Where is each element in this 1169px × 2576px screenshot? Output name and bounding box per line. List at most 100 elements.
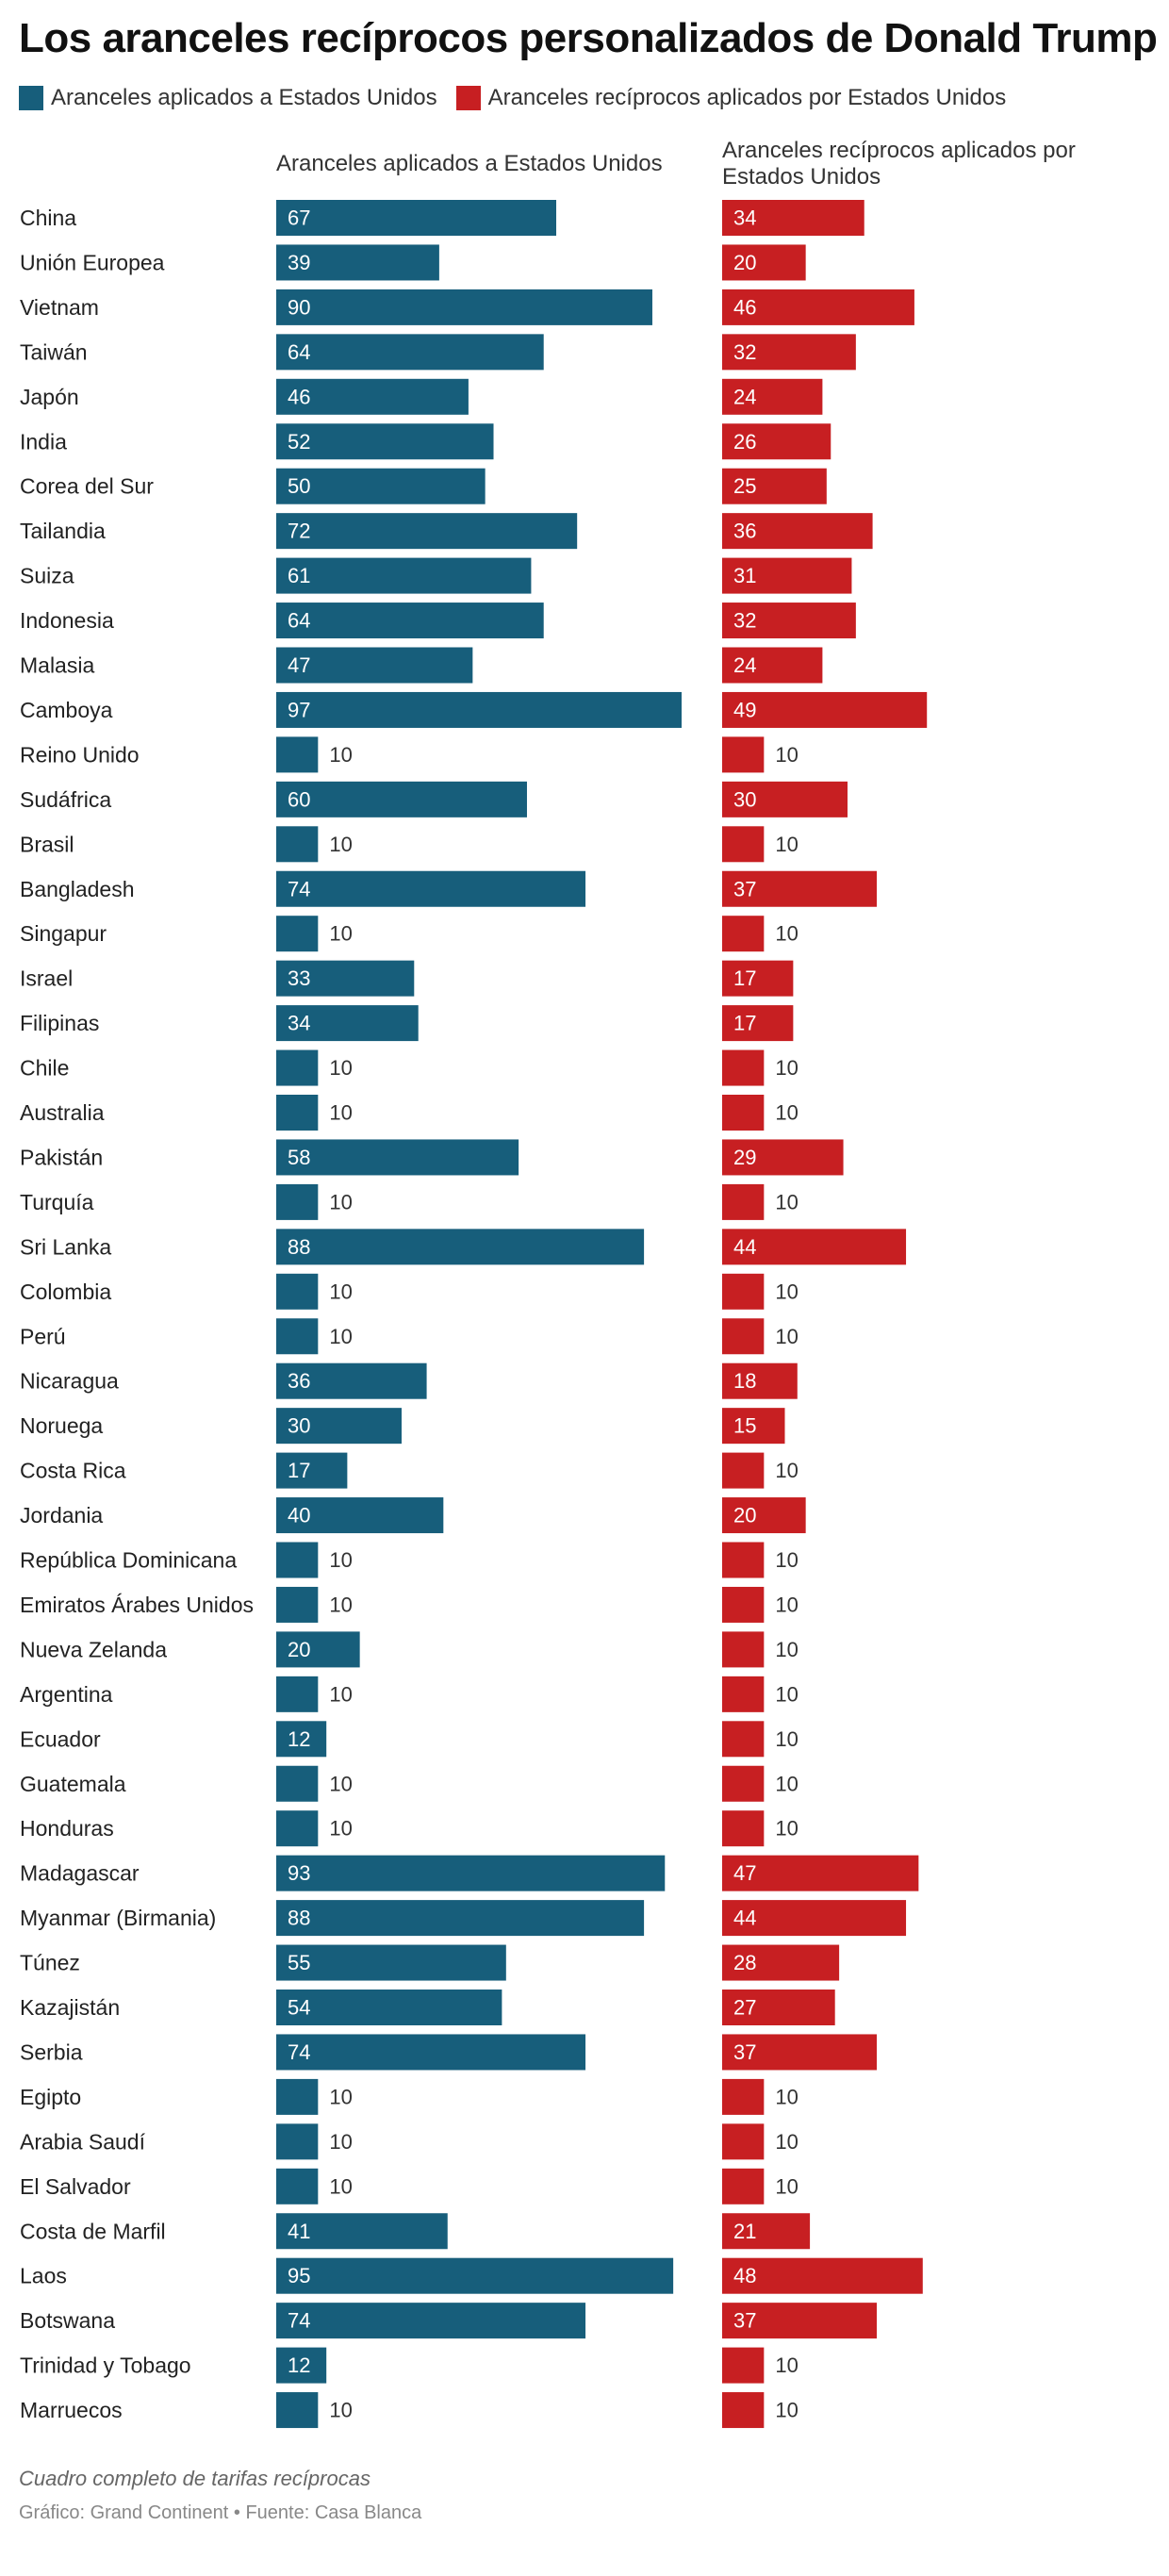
bar: [276, 1229, 645, 1265]
value-label: 10: [775, 1459, 798, 1482]
legend-swatch: [455, 86, 481, 110]
bar: [276, 1676, 319, 1712]
bar: [276, 1452, 348, 1489]
bar: [276, 916, 319, 952]
value-label: 10: [775, 1101, 798, 1125]
bar: [276, 513, 578, 550]
value-label: 64: [288, 609, 310, 633]
value-label: 74: [288, 877, 310, 900]
category-label: Myanmar (Birmania): [20, 1906, 216, 1930]
bar: [722, 781, 848, 817]
bar: [722, 513, 873, 550]
bar: [722, 2168, 765, 2204]
category-label: Perú: [20, 1324, 66, 1348]
value-label: 10: [775, 1727, 798, 1751]
bar: [276, 1721, 327, 1758]
category-label: Filipinas: [20, 1011, 99, 1035]
bar: [276, 289, 652, 325]
value-label: 20: [733, 1504, 756, 1527]
value-label: 17: [288, 1459, 310, 1482]
bar: [276, 1810, 319, 1847]
category-label: Sri Lanka: [20, 1234, 111, 1259]
category-label: Indonesia: [20, 608, 114, 633]
bar: [276, 736, 319, 773]
bar: [722, 1944, 840, 1981]
bar: [722, 423, 831, 460]
category-label: Unión Europea: [20, 250, 165, 274]
value-label: 72: [288, 520, 310, 543]
value-label: 34: [288, 1012, 310, 1035]
bar: [722, 1542, 765, 1578]
value-label: 88: [288, 1907, 310, 1930]
legend-swatch: [19, 86, 43, 110]
category-label: Colombia: [20, 1280, 111, 1304]
value-label: 60: [288, 787, 310, 811]
bar: [722, 1095, 765, 1131]
bar: [276, 960, 415, 997]
bar: [276, 2347, 327, 2384]
bar: [722, 2078, 765, 2115]
bar: [722, 557, 852, 594]
category-label: Túnez: [20, 1951, 80, 1975]
category-label: Kazajistán: [20, 1995, 120, 2020]
category-label: Pakistán: [20, 1145, 103, 1169]
value-label: 10: [775, 922, 798, 946]
category-label: Australia: [20, 1100, 105, 1125]
bar: [276, 603, 544, 639]
bar: [722, 2123, 765, 2160]
category-label: Brasil: [20, 832, 74, 856]
bar: [276, 557, 532, 594]
bar: [722, 2213, 811, 2250]
category-label: Vietnam: [20, 295, 99, 320]
category-label: Ecuador: [20, 1726, 101, 1751]
value-label: 10: [775, 2174, 798, 2198]
legend: Aranceles aplicados a Estados Unidos Ara…: [19, 85, 1025, 111]
bar: [722, 1005, 794, 1042]
bar: [276, 1900, 645, 1937]
category-label: Egipto: [20, 2085, 81, 2109]
category-label: Noruega: [20, 1413, 103, 1438]
bar: [276, 2303, 586, 2339]
value-label: 10: [329, 1280, 352, 1303]
category-label: Trinidad y Tobago: [20, 2353, 191, 2378]
value-label: 44: [733, 1907, 756, 1930]
bar: [722, 603, 856, 639]
value-label: 10: [329, 1101, 352, 1125]
category-label: Malasia: [20, 653, 94, 678]
bar: [722, 916, 765, 952]
value-label: 10: [775, 1190, 798, 1214]
value-label: 10: [329, 2085, 352, 2108]
value-label: 37: [733, 2309, 756, 2333]
bar: [722, 1765, 765, 1802]
value-label: 10: [775, 1548, 798, 1572]
value-label: 37: [733, 2040, 756, 2064]
value-label: 18: [733, 1369, 756, 1393]
value-label: 26: [733, 430, 756, 454]
bar: [276, 2213, 448, 2250]
value-label: 10: [775, 1638, 798, 1661]
category-label: El Salvador: [20, 2174, 131, 2199]
bar: [276, 378, 469, 415]
bar: [276, 2257, 674, 2294]
bar: [722, 1049, 765, 1086]
value-label: 10: [775, 743, 798, 767]
bar: [276, 1542, 319, 1578]
bar: [276, 1497, 444, 1534]
bar: [276, 1183, 319, 1220]
category-label: República Dominicana: [20, 1548, 237, 1573]
bar: [276, 1273, 319, 1310]
bar: [276, 1944, 506, 1981]
bar: [276, 870, 586, 907]
bar: [722, 2392, 765, 2429]
value-label: 74: [288, 2309, 310, 2333]
value-label: 17: [733, 966, 756, 990]
value-label: 10: [775, 2130, 798, 2154]
value-label: 28: [733, 1951, 756, 1974]
value-label: 47: [288, 653, 310, 677]
bar: [722, 647, 823, 684]
value-label: 47: [733, 1861, 756, 1885]
legend-item: Aranceles recíprocos aplicados por Estad…: [455, 85, 1006, 111]
bar: [276, 647, 473, 684]
category-label: Chile: [20, 1056, 69, 1081]
value-label: 44: [733, 1235, 756, 1259]
